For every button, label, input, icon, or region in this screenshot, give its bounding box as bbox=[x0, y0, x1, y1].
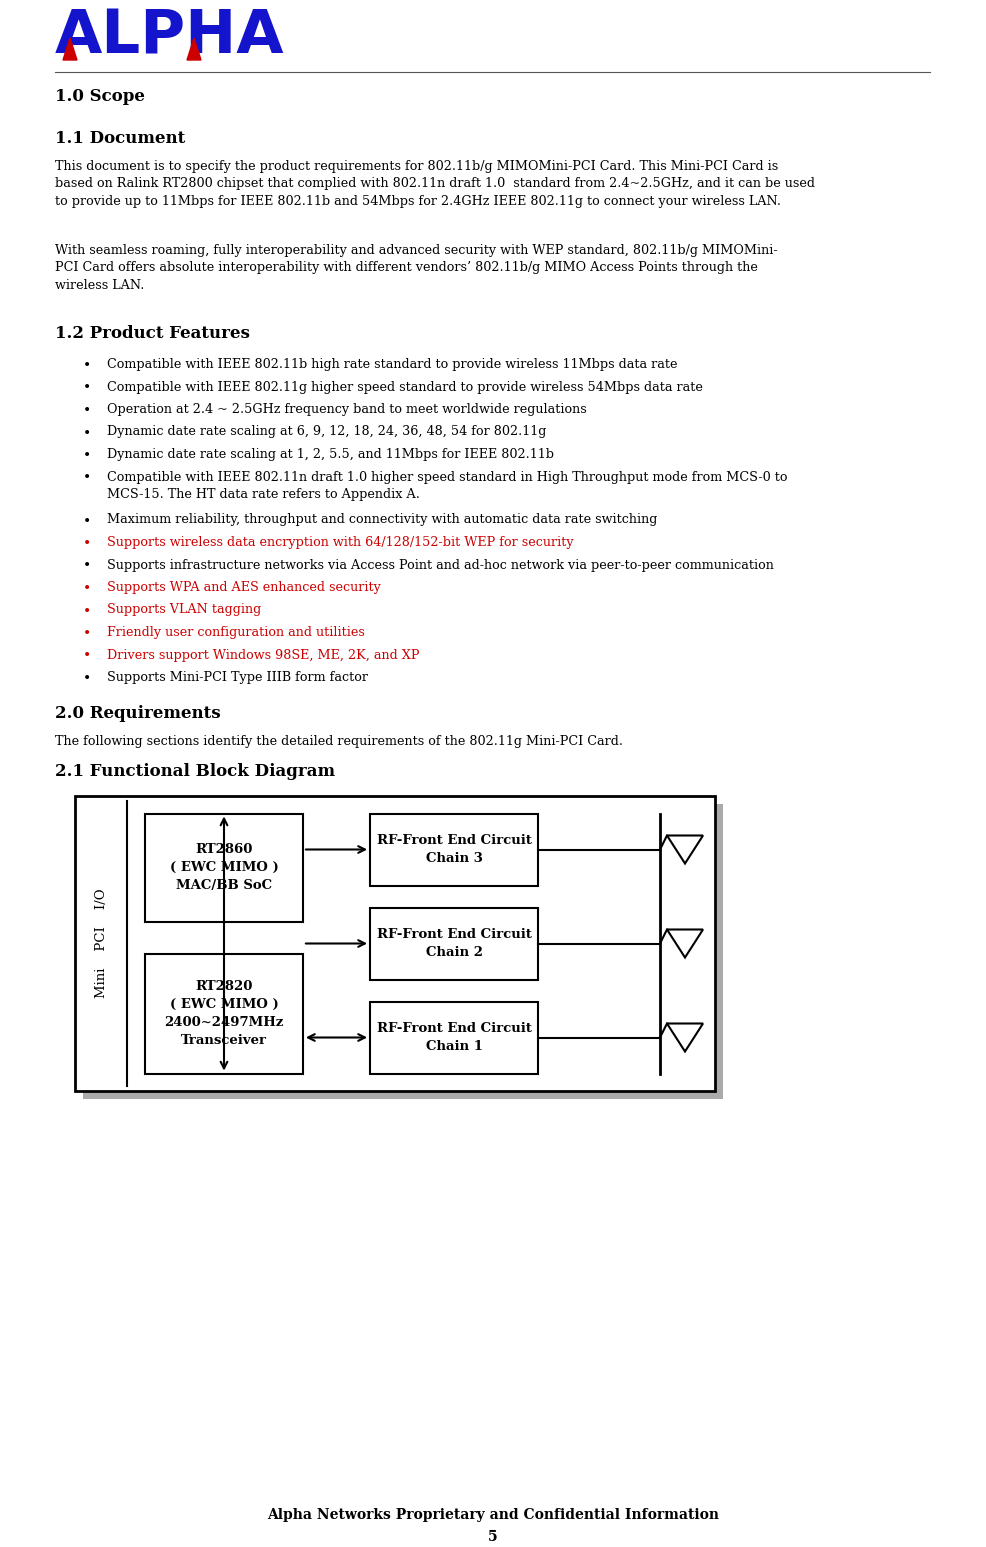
Text: Supports WPA and AES enhanced security: Supports WPA and AES enhanced security bbox=[107, 582, 381, 594]
Bar bbox=[145, 814, 303, 922]
Text: RT2820
( EWC MIMO )
2400~2497MHz
Transceiver: RT2820 ( EWC MIMO ) 2400~2497MHz Transce… bbox=[165, 979, 284, 1047]
Polygon shape bbox=[187, 39, 201, 60]
Text: Supports infrastructure networks via Access Point and ad-hoc network via peer-to: Supports infrastructure networks via Acc… bbox=[107, 558, 774, 571]
Text: Operation at 2.4 ~ 2.5GHz frequency band to meet worldwide regulations: Operation at 2.4 ~ 2.5GHz frequency band… bbox=[107, 404, 587, 416]
Text: 1.0 Scope: 1.0 Scope bbox=[55, 88, 145, 105]
Text: The following sections identify the detailed requirements of the 802.11g Mini-PC: The following sections identify the deta… bbox=[55, 735, 623, 749]
Text: Supports Mini-PCI Type IIIB form factor: Supports Mini-PCI Type IIIB form factor bbox=[107, 671, 368, 684]
Text: •: • bbox=[83, 515, 92, 529]
Text: •: • bbox=[83, 449, 92, 463]
Text: RT2860
( EWC MIMO )
MAC/BB SoC: RT2860 ( EWC MIMO ) MAC/BB SoC bbox=[170, 843, 278, 893]
Polygon shape bbox=[667, 930, 703, 958]
Bar bbox=[370, 1001, 538, 1074]
Bar bbox=[75, 795, 715, 1091]
Text: •: • bbox=[83, 382, 92, 396]
Text: •: • bbox=[83, 605, 92, 619]
Text: •: • bbox=[83, 359, 92, 373]
Text: •: • bbox=[83, 427, 92, 441]
Text: ALPHA: ALPHA bbox=[55, 8, 285, 67]
Text: Dynamic date rate scaling at 1, 2, 5.5, and 11Mbps for IEEE 802.11b: Dynamic date rate scaling at 1, 2, 5.5, … bbox=[107, 449, 554, 461]
Text: •: • bbox=[83, 627, 92, 640]
Text: 2.0 Requirements: 2.0 Requirements bbox=[55, 705, 221, 722]
Text: Compatible with IEEE 802.11n draft 1.0 higher speed standard in High Throughput : Compatible with IEEE 802.11n draft 1.0 h… bbox=[107, 470, 788, 501]
Text: •: • bbox=[83, 671, 92, 685]
Text: Supports VLAN tagging: Supports VLAN tagging bbox=[107, 603, 261, 617]
Polygon shape bbox=[667, 1024, 703, 1052]
Text: This document is to specify the product requirements for 802.11b/g MIMOMini-PCI : This document is to specify the product … bbox=[55, 159, 815, 207]
Text: 1.1 Document: 1.1 Document bbox=[55, 130, 185, 147]
Text: Maximum reliability, throughput and connectivity with automatic data rate switch: Maximum reliability, throughput and conn… bbox=[107, 514, 658, 526]
Polygon shape bbox=[667, 835, 703, 863]
Text: 2.1 Functional Block Diagram: 2.1 Functional Block Diagram bbox=[55, 764, 335, 781]
Text: Compatible with IEEE 802.11g higher speed standard to provide wireless 54Mbps da: Compatible with IEEE 802.11g higher spee… bbox=[107, 381, 703, 393]
Text: Friendly user configuration and utilities: Friendly user configuration and utilitie… bbox=[107, 627, 365, 639]
Text: •: • bbox=[83, 582, 92, 596]
Text: •: • bbox=[83, 404, 92, 418]
Text: •: • bbox=[83, 560, 92, 574]
Text: Dynamic date rate scaling at 6, 9, 12, 18, 24, 36, 48, 54 for 802.11g: Dynamic date rate scaling at 6, 9, 12, 1… bbox=[107, 425, 546, 438]
Text: •: • bbox=[83, 537, 92, 551]
Text: RF-Front End Circuit
Chain 2: RF-Front End Circuit Chain 2 bbox=[377, 928, 531, 959]
Text: 5: 5 bbox=[488, 1530, 498, 1544]
Text: •: • bbox=[83, 472, 92, 486]
Bar bbox=[145, 953, 303, 1074]
Text: Compatible with IEEE 802.11b high rate standard to provide wireless 11Mbps data : Compatible with IEEE 802.11b high rate s… bbox=[107, 357, 677, 371]
Text: RF-Front End Circuit
Chain 3: RF-Front End Circuit Chain 3 bbox=[377, 834, 531, 865]
Text: •: • bbox=[83, 650, 92, 664]
Polygon shape bbox=[63, 39, 77, 60]
Bar bbox=[83, 803, 723, 1098]
Text: With seamless roaming, fully interoperability and advanced security with WEP sta: With seamless roaming, fully interoperab… bbox=[55, 244, 778, 292]
Text: Supports wireless data encryption with 64/128/152-bit WEP for security: Supports wireless data encryption with 6… bbox=[107, 535, 574, 549]
Text: Alpha Networks Proprietary and Confidential Information: Alpha Networks Proprietary and Confident… bbox=[267, 1508, 719, 1522]
Text: RF-Front End Circuit
Chain 1: RF-Front End Circuit Chain 1 bbox=[377, 1023, 531, 1054]
Bar bbox=[370, 908, 538, 979]
Bar bbox=[370, 814, 538, 885]
Text: Drivers support Windows 98SE, ME, 2K, and XP: Drivers support Windows 98SE, ME, 2K, an… bbox=[107, 648, 419, 662]
Text: Mini    PCI    I/O: Mini PCI I/O bbox=[95, 888, 107, 998]
Text: 1.2 Product Features: 1.2 Product Features bbox=[55, 325, 249, 342]
